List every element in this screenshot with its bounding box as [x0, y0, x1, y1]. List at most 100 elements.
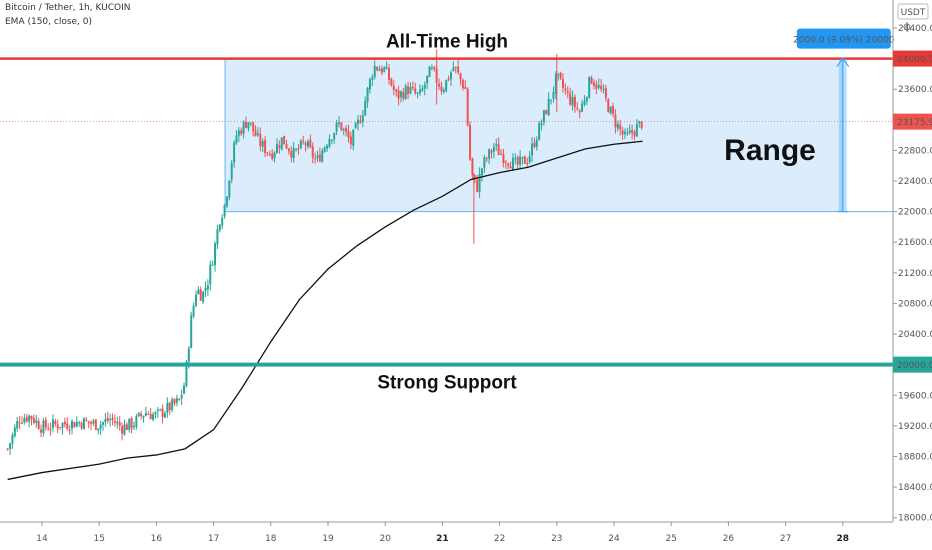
candle-body: [111, 417, 114, 420]
settings-icon[interactable]: [903, 22, 911, 32]
y-tick-label: 24400.0: [898, 24, 932, 34]
y-tick-label: 20400.0: [898, 330, 932, 340]
candle-body: [614, 114, 617, 128]
candle-body: [144, 413, 147, 416]
candle-body: [602, 89, 605, 91]
candle-body: [63, 421, 66, 425]
candle-body: [147, 413, 150, 415]
candle-body: [340, 122, 343, 131]
candle-body: [187, 348, 190, 362]
y-tick-label: 18000.0: [898, 514, 932, 524]
candle-body: [411, 87, 414, 89]
candle-body: [261, 141, 264, 147]
candle-body: [366, 87, 369, 103]
candle-body: [371, 77, 374, 80]
candle-body: [280, 137, 283, 150]
x-tick-label: 20: [379, 534, 391, 544]
candle-body: [292, 148, 295, 159]
candle-body: [218, 224, 221, 231]
candle-body: [154, 412, 157, 415]
candle-body: [409, 87, 412, 94]
candle-body: [152, 414, 155, 420]
candle-body: [230, 163, 233, 180]
candle-body: [516, 157, 519, 165]
candle-body: [469, 124, 472, 160]
candle-body: [149, 413, 152, 420]
ema-line[interactable]: [7, 140, 643, 481]
candle-body: [573, 96, 576, 108]
candle-body: [161, 408, 164, 417]
candle-body: [597, 85, 600, 88]
candle-body: [285, 144, 288, 149]
candle-body: [35, 420, 38, 424]
candle-body: [514, 158, 517, 160]
candle-body: [385, 66, 388, 69]
candle-body: [99, 424, 102, 429]
candle-body: [357, 119, 360, 125]
candle-body: [633, 131, 636, 136]
candle-body: [337, 122, 340, 124]
candle-body: [616, 123, 619, 129]
candle-body: [316, 155, 319, 158]
candle-body: [6, 448, 9, 450]
y-tick-label: 18800.0: [898, 452, 932, 462]
candle-body: [97, 428, 100, 431]
candle-body: [206, 285, 209, 290]
candle-body: [275, 144, 278, 154]
currency-box[interactable]: [897, 3, 929, 20]
candle-body: [423, 84, 426, 89]
candle-body: [609, 106, 612, 114]
candle-body: [194, 294, 197, 306]
candle-body: [361, 115, 364, 122]
candle-body: [171, 399, 174, 410]
candle-body: [113, 421, 116, 423]
candle-body: [590, 77, 593, 84]
candle-body: [540, 123, 543, 125]
ath-price-marker-box: [893, 50, 932, 67]
candle-body: [538, 123, 541, 141]
x-tick-label: 22: [494, 534, 505, 544]
measure-label-box[interactable]: [796, 28, 891, 49]
candle-body: [20, 422, 23, 424]
range-box[interactable]: [225, 58, 843, 212]
last-price-marker: 23175.9: [897, 118, 932, 128]
candle-body: [433, 66, 436, 70]
candle-body: [550, 99, 553, 101]
candle-body: [328, 139, 331, 147]
candle-body: [302, 141, 305, 143]
candle-body: [464, 86, 467, 89]
candle-body: [345, 127, 348, 132]
candle-body: [373, 65, 376, 78]
candle-body: [235, 135, 238, 144]
candle-body: [225, 196, 228, 206]
candle-body: [542, 110, 545, 123]
candle-body: [640, 121, 643, 128]
candle-body: [211, 264, 214, 266]
candle-body: [500, 153, 503, 155]
x-tick-label: 15: [93, 534, 104, 544]
candle-body: [214, 243, 217, 266]
candle-body: [116, 421, 119, 424]
candle-body: [321, 150, 324, 162]
candle-body: [32, 417, 35, 423]
candle-body: [11, 434, 14, 444]
candle-body: [311, 146, 314, 158]
candle-body: [297, 148, 300, 150]
candle-body: [428, 66, 431, 77]
candle-body: [440, 86, 443, 92]
y-tick-label: 22400.0: [898, 177, 932, 187]
candle-body: [123, 424, 126, 435]
x-tick-label: 26: [723, 534, 735, 544]
candle-body: [595, 84, 598, 89]
candle-body: [90, 422, 93, 424]
candle-body: [228, 180, 231, 198]
currency-label: USDT: [901, 8, 926, 18]
x-tick-label: 23: [551, 534, 562, 544]
candle-body: [75, 422, 78, 427]
candle-body: [314, 158, 317, 160]
candle-body: [125, 424, 128, 430]
candle-body: [492, 146, 495, 152]
candle-body: [349, 136, 352, 145]
